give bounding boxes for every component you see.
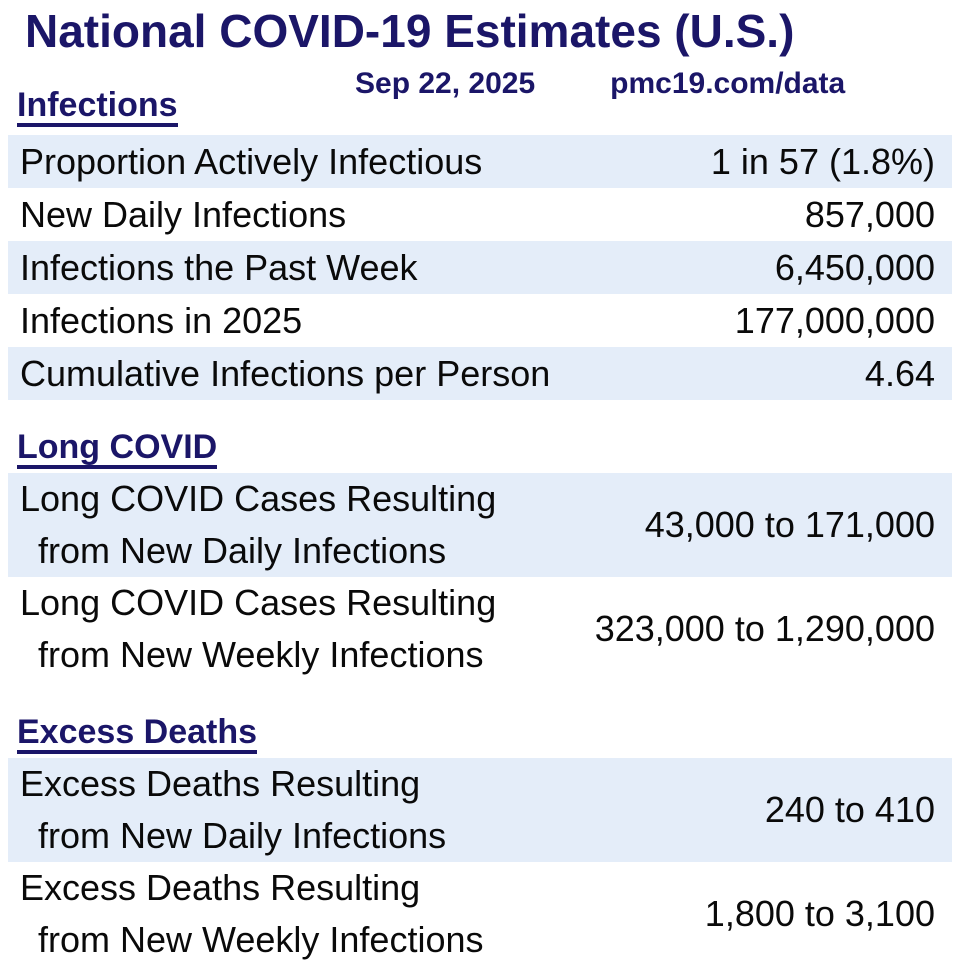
row-value: 240 to 410 [764,789,935,830]
section-infections: Infections Proportion Actively Infectiou… [0,88,960,400]
row-label: Proportion Actively Infectious [20,140,483,182]
row-label: Long COVID Cases Resulting from New Week… [20,577,496,681]
row-label-line: from New Daily Infections [38,530,447,571]
row-label: Cumulative Infections per Person [20,352,551,394]
section-heading-infections: Infections [17,88,178,127]
table-row: Excess Deaths Resulting from New Weekly … [8,862,952,966]
data-source-url: pmc19.com/data [610,67,846,100]
infections-table: Proportion Actively Infectious 1 in 57 (… [0,135,960,400]
row-label: Excess Deaths Resulting from New Daily I… [20,758,446,862]
section-heading-excess-deaths: Excess Deaths [17,715,258,754]
row-label-line: Long COVID Cases Resulting [20,582,497,623]
report-date: Sep 22, 2025 [355,67,536,100]
row-label: Infections the Past Week [20,246,418,288]
section-heading-wrap: Excess Deaths [0,715,960,754]
page-title: National COVID-19 Estimates (U.S.) [25,5,795,57]
row-value: 1,800 to 3,100 [704,893,935,934]
covid-estimates-infographic: National COVID-19 Estimates (U.S.) Sep 2… [0,4,960,966]
row-value: 323,000 to 1,290,000 [594,608,935,649]
table-row: Infections the Past Week 6,450,000 [8,241,952,294]
row-value: 177,000,000 [734,299,935,341]
row-label-line: from New Daily Infections [38,815,447,856]
row-label-line: Excess Deaths Resulting [20,763,421,804]
row-label-line: from New Weekly Infections [38,634,484,675]
row-label-line: from New Weekly Infections [38,919,484,960]
section-heading-long-covid: Long COVID [17,430,218,469]
table-row: Long COVID Cases Resulting from New Week… [8,577,952,681]
row-label-line: Long COVID Cases Resulting [20,478,497,519]
table-row: Long COVID Cases Resulting from New Dail… [8,473,952,577]
section-excess-deaths: Excess Deaths Excess Deaths Resulting fr… [0,715,960,966]
long-covid-table: Long COVID Cases Resulting from New Dail… [0,473,960,681]
row-label-line: Excess Deaths Resulting [20,867,421,908]
table-row: Proportion Actively Infectious 1 in 57 (… [8,135,952,188]
row-label: Excess Deaths Resulting from New Weekly … [20,862,483,966]
row-label: New Daily Infections [20,193,347,235]
row-label: Long COVID Cases Resulting from New Dail… [20,473,496,577]
section-long-covid: Long COVID Long COVID Cases Resulting fr… [0,430,960,681]
row-value: 43,000 to 171,000 [644,504,935,545]
table-row: Excess Deaths Resulting from New Daily I… [8,758,952,862]
table-row: Infections in 2025 177,000,000 [8,294,952,347]
table-row: Cumulative Infections per Person 4.64 [8,347,952,400]
row-value: 6,450,000 [774,246,935,288]
section-heading-wrap: Long COVID [0,430,960,469]
row-value: 1 in 57 (1.8%) [710,140,935,182]
excess-deaths-table: Excess Deaths Resulting from New Daily I… [0,758,960,966]
row-label: Infections in 2025 [20,299,303,341]
section-heading-wrap: Infections [0,88,960,127]
row-value: 857,000 [804,193,935,235]
row-value: 4.64 [864,352,935,394]
table-row: New Daily Infections 857,000 [8,188,952,241]
subtitle-row: Sep 22, 2025 pmc19.com/data [0,68,960,100]
